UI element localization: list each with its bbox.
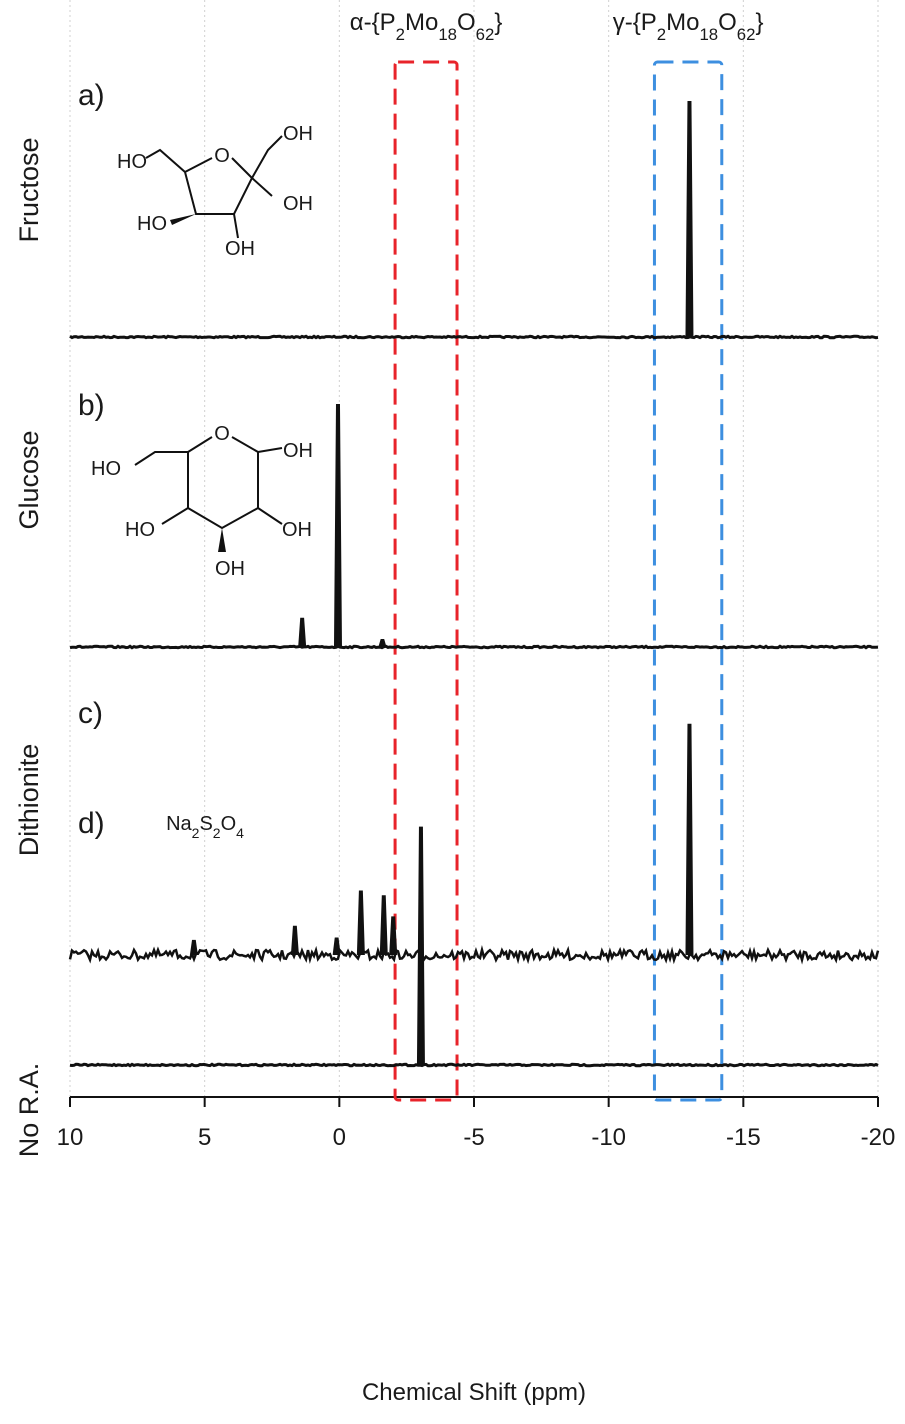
x-tick-label: 5 [198, 1124, 211, 1151]
structure-label: O [214, 423, 230, 445]
plot: 10 5 0 -5 -10 -15 -20 Chemical Shift (ppm) α-{P2… [14, 9, 895, 1406]
baseline [68, 945, 880, 965]
peak [685, 101, 694, 338]
x-tick-label: -10 [591, 1124, 626, 1151]
structure-label: HO [125, 519, 155, 541]
x-axis-label: Chemical Shift (ppm) [362, 1379, 586, 1406]
peak [356, 890, 365, 956]
glucose-structure [134, 436, 283, 552]
structure-label: OH [282, 519, 312, 541]
x-tick-label: -5 [463, 1124, 484, 1151]
peak [378, 638, 387, 648]
structure-label: O [214, 145, 230, 167]
structure-label: HO [117, 151, 147, 173]
x-tick-label: 0 [333, 1124, 346, 1151]
panel-letter: d) [78, 807, 105, 840]
spectrum-name: No R.A. [14, 1063, 44, 1158]
structure-label: HO [91, 458, 121, 480]
peak [189, 939, 198, 956]
panel-letter: c) [78, 697, 103, 730]
peak [416, 826, 425, 1066]
peak [290, 925, 299, 956]
spectrum-name: Fructose [14, 137, 44, 242]
region-box [393, 60, 459, 1102]
fructose-structure [145, 135, 283, 239]
structure-label: OH [225, 238, 255, 260]
wedge [218, 528, 226, 552]
structure-label: OH [283, 440, 313, 462]
baseline [69, 334, 879, 340]
region-label: γ-{P2Mo18O62} [613, 9, 764, 44]
peak [333, 403, 342, 648]
structure-label: HO [137, 213, 167, 235]
spectrum-name: Dithionite [14, 744, 44, 857]
structure-label: OH [283, 123, 313, 145]
grid [69, 0, 879, 1097]
peak [685, 723, 694, 956]
baseline [69, 644, 879, 650]
region-box [652, 60, 724, 1102]
spectrum-name: Glucose [14, 430, 44, 529]
structure-label: Na2S2O4 [166, 813, 244, 841]
x-tick-label: 10 [57, 1124, 84, 1151]
peak [298, 617, 307, 648]
peak [389, 916, 398, 956]
panel-letter: a) [78, 79, 105, 112]
peak [332, 937, 341, 956]
region-label: α-{P2Mo18O62} [350, 9, 503, 44]
panel-letter: b) [78, 389, 105, 422]
x-tick-label: -15 [726, 1124, 761, 1151]
baseline [69, 1062, 879, 1068]
structure-label: OH [283, 193, 313, 215]
peak [379, 895, 388, 956]
wedge [170, 214, 196, 225]
x-tick-label: -20 [861, 1124, 896, 1151]
structure-label: OH [215, 558, 245, 580]
